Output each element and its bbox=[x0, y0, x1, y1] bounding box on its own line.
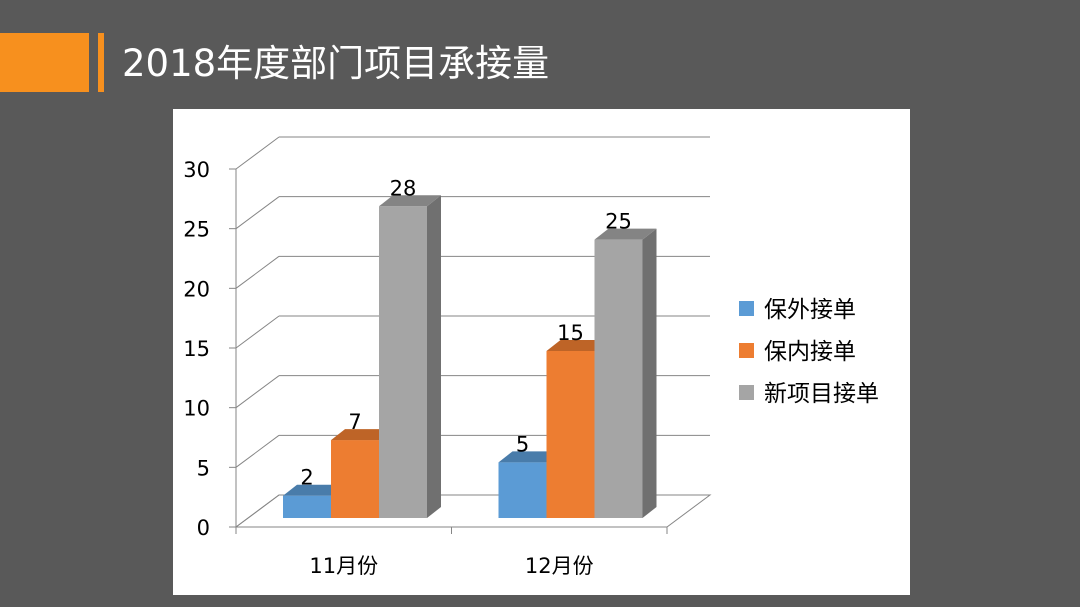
bar-top bbox=[379, 195, 441, 207]
gridline-side bbox=[235, 136, 280, 170]
data-label: 7 bbox=[348, 410, 361, 434]
bar-side bbox=[427, 195, 441, 518]
legend-swatch bbox=[739, 301, 754, 316]
data-label: 25 bbox=[605, 210, 632, 234]
y-tick-label: 5 bbox=[197, 456, 210, 480]
bar-top bbox=[594, 228, 657, 240]
y-tick-label: 20 bbox=[183, 277, 210, 301]
bar-side bbox=[642, 228, 657, 518]
bar-front bbox=[379, 206, 427, 518]
chart-svg: 0 5 10 15 20 25 30 2 7 28 5 15 25 11月份 12月份 保外接单保内接单… bbox=[183, 136, 879, 578]
y-tick-label: 15 bbox=[183, 337, 210, 361]
bar-front bbox=[331, 440, 379, 518]
title-accent-block bbox=[0, 33, 89, 92]
data-label: 5 bbox=[516, 432, 529, 456]
legend-label: 保外接单 bbox=[764, 297, 856, 323]
x-tick-labels: 11月份 12月份 bbox=[309, 554, 593, 578]
bar-front bbox=[498, 462, 547, 518]
x-tick-label: 12月份 bbox=[525, 554, 594, 578]
y-tick-label: 10 bbox=[183, 397, 210, 421]
bar bbox=[594, 228, 657, 518]
legend-label: 新项目接单 bbox=[764, 381, 879, 407]
bar-front bbox=[546, 351, 595, 518]
gridline-side bbox=[235, 196, 280, 230]
legend-swatch bbox=[739, 343, 754, 358]
bar-top bbox=[283, 484, 345, 496]
legend-swatch bbox=[739, 385, 754, 400]
data-labels: 2 7 28 5 15 25 bbox=[300, 176, 632, 489]
title-accent-bar bbox=[98, 33, 104, 92]
bar-top bbox=[546, 340, 609, 351]
gridline-side bbox=[235, 375, 280, 409]
y-tick-labels: 0 5 10 15 20 25 30 bbox=[183, 158, 210, 540]
legend-label: 保内接单 bbox=[764, 339, 856, 365]
data-label: 28 bbox=[390, 176, 417, 200]
bar-front bbox=[594, 239, 643, 518]
x-tick-label: 11月份 bbox=[309, 554, 378, 578]
data-label: 15 bbox=[557, 321, 584, 345]
gridline-side bbox=[235, 255, 280, 289]
gridline-side bbox=[235, 494, 280, 528]
legend-item: 保外接单 bbox=[739, 297, 856, 323]
chart-bars bbox=[283, 195, 657, 518]
y-tick-label: 25 bbox=[183, 218, 210, 242]
data-label: 2 bbox=[300, 466, 313, 490]
y-tick-label: 0 bbox=[197, 516, 210, 540]
bar-top bbox=[498, 451, 561, 463]
bar-top bbox=[331, 429, 393, 441]
chart-panel: 0 5 10 15 20 25 30 2 7 28 5 15 25 11月份 12月份 保外接单 保内接单… bbox=[173, 109, 910, 595]
legend-item: 保内接单 bbox=[739, 339, 856, 365]
bar-front bbox=[283, 495, 331, 518]
bar bbox=[379, 195, 441, 518]
legend-item: 新项目接单 bbox=[739, 381, 879, 407]
slide-title: 2018年度部门项目承接量 bbox=[122, 42, 550, 85]
chart-axes bbox=[229, 168, 668, 534]
gridline-side bbox=[235, 434, 280, 468]
y-tick-label: 30 bbox=[183, 158, 210, 182]
gridline-side bbox=[235, 315, 280, 349]
